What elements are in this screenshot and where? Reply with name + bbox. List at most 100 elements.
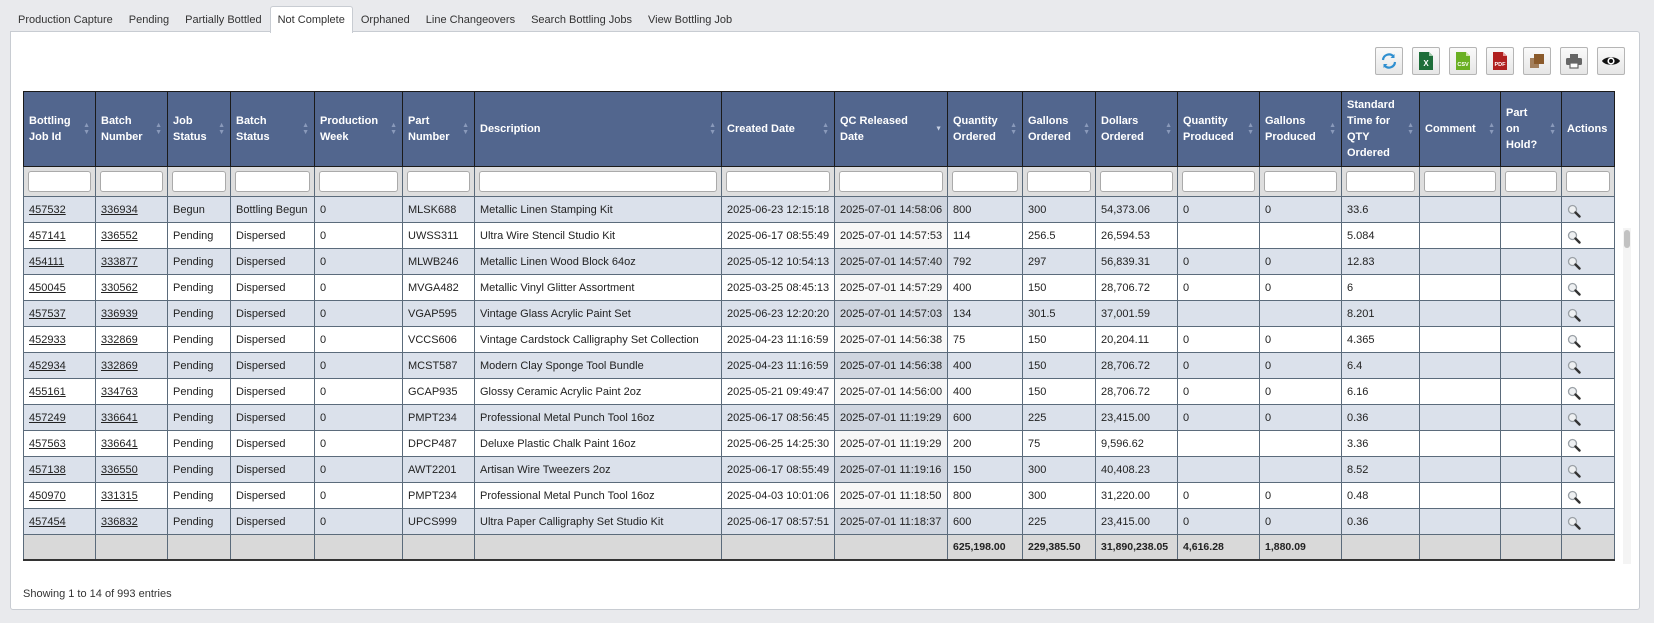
column-header-quantity-ordered[interactable]: Quantity Ordered ▲ ▼ [947,91,1023,167]
column-header-bottling-job-id[interactable]: Bottling Job Id ▲ ▼ [23,91,96,167]
magnifier-icon[interactable] [1567,360,1581,374]
column-header-batch-number[interactable]: Batch Number ▲ ▼ [95,91,168,167]
filter-input-bottling-job-id[interactable] [28,171,91,192]
tab-line-changeovers[interactable]: Line Changeovers [425,14,516,26]
column-header-standard-time-for-qty-ordered[interactable]: Standard Time for QTY Ordered ▲ ▼ [1341,91,1420,167]
magnifier-icon[interactable] [1567,256,1581,270]
filter-input-quantity-ordered[interactable] [952,171,1018,192]
batch-number-link[interactable]: 336641 [101,411,138,424]
table-scrollbar[interactable] [1623,228,1631,564]
column-header-job-status[interactable]: Job Status ▲ ▼ [167,91,231,167]
column-header-qc-released-date[interactable]: QC Released Date ▼ [834,91,948,167]
cell-gallons-ordered: 297 [1022,248,1096,275]
tab-production-capture[interactable]: Production Capture [18,14,113,26]
scrollbar-thumb[interactable] [1624,230,1630,248]
cell-bottling-job-id: 457532 [23,196,96,223]
filter-input-production-week[interactable] [319,171,398,192]
filter-input-part-on-hold[interactable] [1505,171,1557,192]
filter-input-created-date[interactable] [726,171,830,192]
column-header-gallons-produced[interactable]: Gallons Produced ▲ ▼ [1259,91,1342,167]
filter-input-dollars-ordered[interactable] [1100,171,1173,192]
column-header-comment[interactable]: Comment ▲ ▼ [1419,91,1501,167]
batch-number-link[interactable]: 332869 [101,359,138,372]
bottling-job-link[interactable]: 454111 [29,255,65,268]
tab-orphaned[interactable]: Orphaned [360,14,410,26]
filter-input-description[interactable] [479,171,717,192]
bottling-job-link[interactable]: 457138 [29,463,66,476]
magnifier-icon[interactable] [1567,464,1581,478]
cell-actions [1561,196,1615,223]
tab-view-bottling-job[interactable]: View Bottling Job [647,14,733,26]
magnifier-icon[interactable] [1567,308,1581,322]
magnifier-icon[interactable] [1567,282,1581,296]
batch-number-link[interactable]: 336934 [101,203,138,216]
magnifier-icon[interactable] [1567,204,1581,218]
batch-number-link[interactable]: 333877 [101,255,138,268]
tab-search-bottling-jobs[interactable]: Search Bottling Jobs [531,14,632,26]
copy-button[interactable] [1523,47,1551,75]
column-header-gallons-ordered[interactable]: Gallons Ordered ▲ ▼ [1022,91,1096,167]
batch-number-link[interactable]: 336550 [101,463,138,476]
filter-input-job-status[interactable] [172,171,226,192]
export-pdf-button[interactable]: PDF [1486,47,1514,75]
bottling-job-link[interactable]: 457532 [29,203,66,216]
batch-number-link[interactable]: 332869 [101,333,138,346]
bottling-job-link[interactable]: 457563 [29,437,66,450]
table-row: 452934 332869 Pending Dispersed 0 MCST587 Mode… [23,352,1615,379]
column-visibility-button[interactable] [1597,47,1625,75]
batch-number-link[interactable]: 330562 [101,281,138,294]
filter-input-part-number[interactable] [407,171,470,192]
column-header-production-week[interactable]: Production Week ▲ ▼ [314,91,403,167]
export-csv-button[interactable]: CSV [1449,47,1477,75]
bottling-job-link[interactable]: 457249 [29,411,66,424]
batch-number-link[interactable]: 336641 [101,437,138,450]
print-button[interactable] [1560,47,1588,75]
column-header-created-date[interactable]: Created Date ▲ ▼ [721,91,835,167]
bottling-job-link[interactable]: 457537 [29,307,66,320]
cell-dollars-ordered: 31,220.00 [1095,482,1178,509]
export-excel-button[interactable]: X [1412,47,1440,75]
bottling-job-link[interactable]: 450970 [29,489,66,502]
cell-dollars-ordered: 28,706.72 [1095,274,1178,301]
filter-input-qc-released-date[interactable] [839,171,943,192]
column-header-dollars-ordered[interactable]: Dollars Ordered ▲ ▼ [1095,91,1178,167]
batch-number-link[interactable]: 336832 [101,515,138,528]
bottling-job-link[interactable]: 457141 [29,229,66,242]
cell-gallons-ordered: 150 [1022,326,1096,353]
batch-number-link[interactable]: 336939 [101,307,138,320]
bottling-job-link[interactable]: 452933 [29,333,66,346]
magnifier-icon[interactable] [1567,230,1581,244]
refresh-button[interactable] [1375,47,1403,75]
column-header-part-number[interactable]: Part Number ▲ ▼ [402,91,475,167]
filter-input-batch-number[interactable] [100,171,163,192]
filter-input-standard-time-for-qty-ordered[interactable] [1346,171,1415,192]
magnifier-icon[interactable] [1567,516,1581,530]
column-header-part-on-hold[interactable]: Part on Hold? ▲ ▼ [1500,91,1562,167]
magnifier-icon[interactable] [1567,438,1581,452]
bottling-job-link[interactable]: 452934 [29,359,66,372]
batch-number-link[interactable]: 331315 [101,489,138,502]
magnifier-icon[interactable] [1567,412,1581,426]
column-header-description[interactable]: Description ▲ ▼ [474,91,722,167]
filter-input-actions[interactable] [1566,171,1610,192]
batch-number-link[interactable]: 334763 [101,385,138,398]
tab-partially-bottled[interactable]: Partially Bottled [185,14,262,26]
magnifier-icon[interactable] [1567,490,1581,504]
column-header-batch-status[interactable]: Batch Status ▲ ▼ [230,91,315,167]
filter-input-batch-status[interactable] [235,171,310,192]
magnifier-icon[interactable] [1567,386,1581,400]
tab-not-complete[interactable]: Not Complete [269,6,353,33]
magnifier-icon[interactable] [1567,334,1581,348]
filter-input-gallons-produced[interactable] [1264,171,1337,192]
column-header-quantity-produced[interactable]: Quantity Produced ▲ ▼ [1177,91,1260,167]
filter-input-quantity-produced[interactable] [1182,171,1255,192]
batch-number-link[interactable]: 336552 [101,229,138,242]
bottling-job-link[interactable]: 455161 [29,385,66,398]
filter-input-gallons-ordered[interactable] [1027,171,1091,192]
tab-pending[interactable]: Pending [128,14,170,26]
bottling-job-link[interactable]: 457454 [29,515,66,528]
bottling-job-link[interactable]: 450045 [29,281,66,294]
filter-cell [230,166,315,197]
filter-input-comment[interactable] [1424,171,1496,192]
cell-gallons-produced: 0 [1259,404,1342,431]
